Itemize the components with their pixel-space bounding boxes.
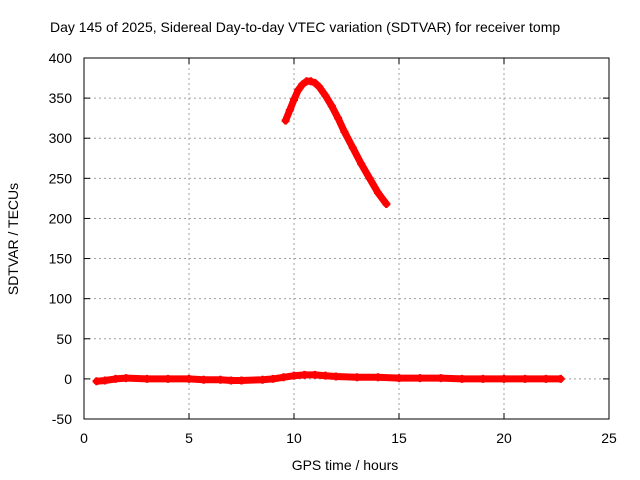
data-point	[458, 374, 466, 383]
data-point	[556, 374, 565, 383]
x-tick-label: 20	[496, 430, 512, 446]
y-tick-label: 350	[49, 90, 73, 106]
data-point	[185, 374, 193, 383]
data-point	[357, 159, 366, 168]
data-point	[500, 374, 508, 383]
data-point	[258, 375, 267, 384]
data-point	[92, 377, 101, 386]
data-point	[374, 188, 382, 197]
data-point	[416, 374, 424, 383]
chart-title: Day 145 of 2025, Sidereal Day-to-day VTE…	[50, 19, 560, 35]
data-point	[315, 82, 324, 91]
data-point	[290, 95, 298, 104]
data-point	[321, 91, 330, 100]
data-point	[122, 374, 130, 383]
data-point	[311, 78, 319, 87]
data-point	[306, 77, 315, 86]
series-trace	[282, 77, 390, 208]
data-point	[332, 372, 340, 381]
data-point	[365, 174, 374, 183]
data-point	[334, 114, 343, 123]
x-tick-label: 10	[286, 430, 302, 446]
data-point	[382, 200, 391, 209]
y-tick-label: -50	[52, 411, 72, 427]
y-axis-label: SDTVAR / TECUs	[5, 183, 21, 295]
y-axis-ticks: -50 0 50 100 150 200 250 300 350 400	[49, 50, 609, 427]
data-point	[164, 374, 172, 383]
y-tick-label: 400	[49, 50, 73, 66]
data-point	[298, 80, 307, 89]
data-point	[348, 143, 357, 152]
data-point	[199, 375, 208, 384]
x-tick-label: 0	[80, 430, 88, 446]
data-point	[216, 375, 225, 384]
plot-frame	[83, 57, 610, 420]
y-tick-label: 250	[49, 170, 73, 186]
data-point	[542, 374, 550, 383]
x-axis-ticks: 0 5 10 15 20 25	[80, 58, 617, 446]
y-tick-label: 50	[56, 331, 72, 347]
data-point	[111, 374, 120, 383]
data-point	[353, 373, 361, 382]
data-point	[101, 376, 109, 385]
data-point	[227, 376, 235, 385]
grid-lines	[84, 58, 609, 419]
data-point	[340, 127, 349, 136]
x-tick-label: 25	[601, 430, 617, 446]
data-point	[143, 374, 151, 383]
data-point	[311, 370, 319, 379]
x-tick-label: 15	[391, 430, 407, 446]
data-point	[395, 374, 403, 383]
data-point	[437, 374, 445, 383]
y-tick-label: 0	[64, 371, 72, 387]
y-tick-label: 150	[49, 251, 73, 267]
x-axis-label: GPS time / hours	[292, 457, 399, 473]
data-point	[374, 373, 382, 382]
data-point	[521, 374, 529, 383]
data-point	[479, 374, 487, 383]
data-point	[285, 106, 294, 115]
data-point	[300, 370, 309, 379]
y-tick-label: 100	[49, 291, 73, 307]
data-point	[269, 374, 277, 383]
data-point	[237, 376, 246, 385]
y-tick-label: 300	[49, 130, 73, 146]
data-point	[279, 373, 288, 382]
data-series	[92, 77, 565, 386]
data-point	[327, 102, 336, 111]
data-point	[281, 116, 290, 125]
data-point	[321, 371, 330, 380]
y-tick-label: 200	[49, 210, 73, 226]
data-point	[290, 371, 298, 380]
data-point	[294, 86, 303, 95]
x-tick-label: 5	[185, 430, 193, 446]
